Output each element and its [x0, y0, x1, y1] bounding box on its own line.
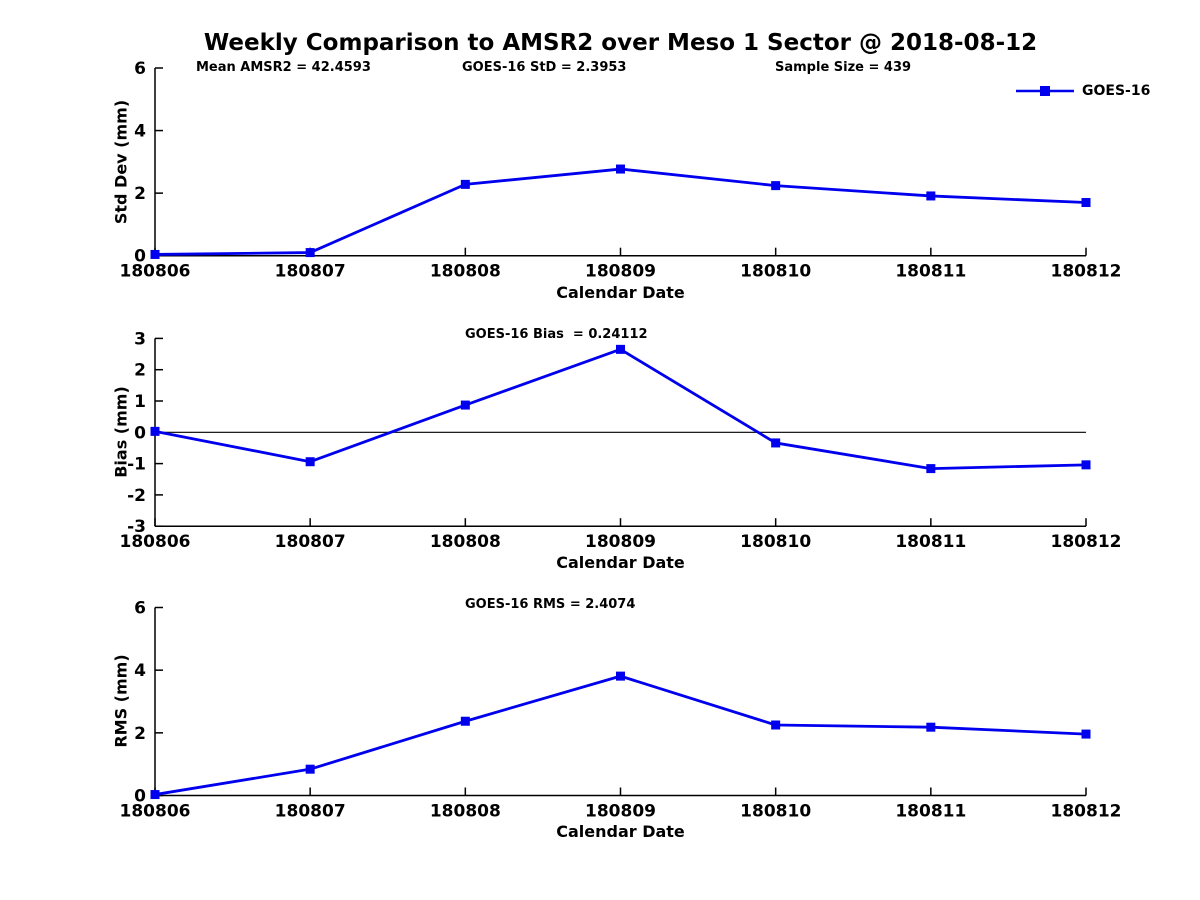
annotation-goes16-std: GOES-16 StD = 2.3953: [462, 60, 627, 75]
x-tick-label: 180807: [275, 802, 346, 822]
data-point-marker: [616, 671, 625, 681]
y-tick-label: 0: [134, 247, 146, 267]
xlabel-calendar-date-2: Calendar Date: [556, 553, 685, 572]
x-tick-label: 180806: [120, 262, 191, 282]
y-tick-label: 6: [134, 599, 146, 619]
y-tick-label: 2: [134, 361, 146, 381]
ylabel-std-dev: Std Dev (mm): [111, 99, 131, 225]
y-tick-label: 0: [134, 787, 146, 807]
annotation-goes16-rms: GOES-16 RMS = 2.4074: [465, 597, 636, 612]
x-tick-label: 180810: [740, 532, 811, 552]
xlabel-calendar-date-1: Calendar Date: [556, 283, 685, 302]
data-point-marker: [771, 720, 781, 730]
data-point-marker: [150, 790, 160, 800]
x-tick-label: 180807: [275, 262, 346, 282]
data-point-marker: [305, 457, 315, 467]
data-point-marker: [460, 716, 470, 726]
data-point-marker: [1081, 729, 1091, 739]
x-tick-label: 180809: [585, 532, 656, 552]
series-line-goes-16: [154, 167, 1087, 256]
y-tick-label: 2: [134, 184, 146, 204]
x-tick-label: 180808: [430, 802, 501, 822]
legend: GOES-16: [1016, 83, 1150, 99]
x-tick-label: 180812: [1051, 262, 1122, 282]
y-tick-label: 4: [134, 122, 146, 142]
y-tick-label: 6: [134, 59, 146, 79]
x-tick-label: 180812: [1051, 532, 1122, 552]
x-tick-label: 180809: [585, 262, 656, 282]
x-tick-label: 180806: [120, 532, 191, 552]
series-line-goes-16: [154, 347, 1087, 471]
x-tick-label: 180806: [120, 802, 191, 822]
data-point-marker: [305, 764, 315, 774]
x-tick-label: 180811: [895, 802, 966, 822]
x-tick-label: 180808: [430, 262, 501, 282]
legend-line-marker-icon: [1016, 86, 1074, 96]
x-tick-label: 180810: [740, 802, 811, 822]
y-tick-label: 1: [134, 392, 146, 412]
x-tick-label: 180807: [275, 532, 346, 552]
x-tick-label: 180811: [895, 532, 966, 552]
y-tick-label: 2: [134, 724, 146, 744]
data-point-marker: [616, 164, 625, 174]
annotation-goes16-bias: GOES-16 Bias = 0.24112: [465, 327, 648, 342]
legend-series-label: GOES-16: [1082, 83, 1151, 99]
y-tick-label: 3: [134, 329, 146, 349]
data-point-marker: [1081, 460, 1091, 470]
data-point-marker: [771, 438, 781, 448]
ylabel-rms: RMS (mm): [111, 654, 131, 748]
data-point-marker: [150, 426, 160, 436]
x-tick-label: 180810: [740, 262, 811, 282]
y-tick-label: -3: [127, 517, 146, 537]
x-tick-label: 180809: [585, 802, 656, 822]
y-tick-label: 4: [134, 661, 146, 681]
x-tick-label: 180808: [430, 532, 501, 552]
data-point-marker: [460, 179, 470, 189]
data-point-marker: [305, 248, 315, 258]
data-point-marker: [926, 722, 936, 732]
figure-title: Weekly Comparison to AMSR2 over Meso 1 S…: [203, 30, 1038, 56]
data-point-marker: [771, 181, 781, 191]
y-tick-label: -2: [127, 486, 146, 506]
y-tick-label: 0: [134, 423, 146, 443]
data-point-marker: [926, 191, 936, 201]
annotation-sample-size: Sample Size = 439: [775, 60, 912, 75]
data-point-marker: [616, 344, 625, 354]
x-tick-label: 180811: [895, 262, 966, 282]
x-tick-label: 180812: [1051, 802, 1122, 822]
data-point-marker: [150, 249, 160, 259]
xlabel-calendar-date-3: Calendar Date: [556, 822, 685, 841]
annotation-mean-amsr2: Mean AMSR2 = 42.4593: [196, 60, 371, 75]
y-tick-label: -1: [127, 455, 146, 475]
data-point-marker: [1081, 198, 1091, 208]
data-point-marker: [460, 400, 470, 410]
ylabel-bias: Bias (mm): [111, 386, 131, 478]
series-line-goes-16: [154, 674, 1087, 796]
data-point-marker: [926, 464, 936, 474]
